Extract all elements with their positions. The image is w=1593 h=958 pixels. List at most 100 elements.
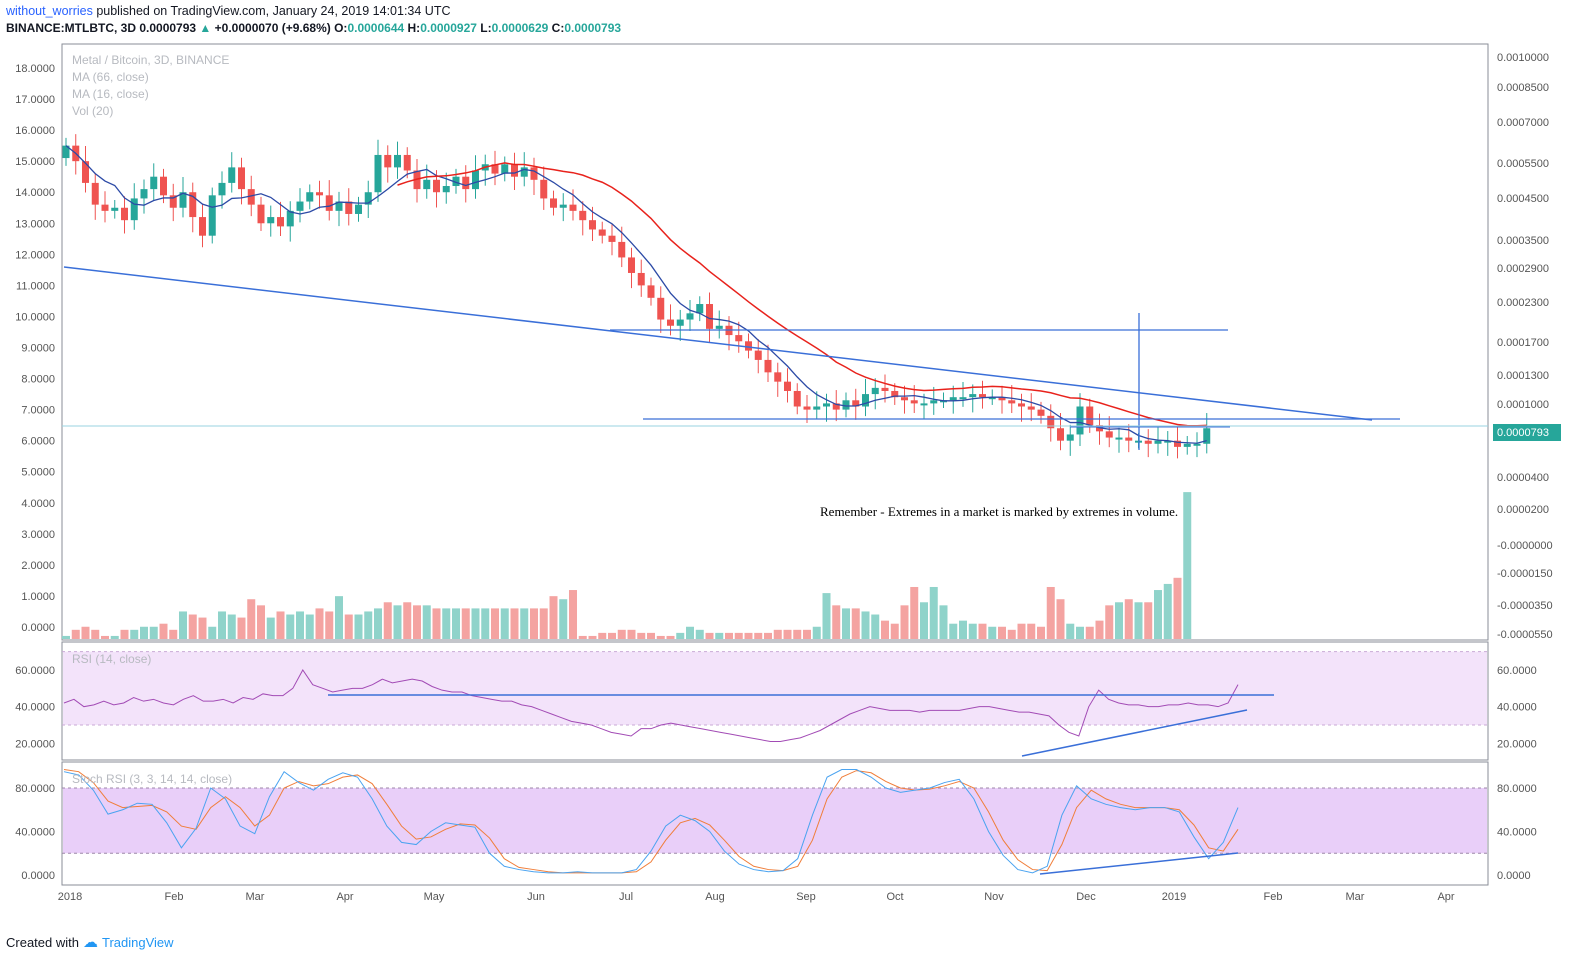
candle-body <box>277 217 284 227</box>
right-axis-tick: 0.0003500 <box>1497 235 1549 247</box>
volume-bar <box>315 608 324 639</box>
volume-bar <box>81 626 90 639</box>
candle-body <box>793 390 801 407</box>
stoch-k-line <box>63 769 1239 874</box>
candle-body <box>823 403 830 407</box>
volume-bar <box>461 608 470 639</box>
pane-frames <box>61 43 1489 886</box>
left-axis-tick: 5.0000 <box>21 467 55 479</box>
volume-bar <box>374 608 382 639</box>
candle-body <box>111 207 119 211</box>
candle-body <box>306 192 314 202</box>
volume-bar <box>422 605 431 639</box>
volume-bar <box>871 614 880 639</box>
candle-body <box>1154 440 1162 444</box>
volume-bar <box>920 602 928 639</box>
candle-body <box>735 335 743 342</box>
rsi-right-tick: 60.0000 <box>1497 665 1537 677</box>
last-price: 0.0000793 <box>139 21 197 35</box>
x-axis-tick: 2019 <box>1162 891 1186 903</box>
volume-bar <box>247 599 256 639</box>
candle-body <box>1164 440 1172 443</box>
price-pane-frame <box>61 43 1489 641</box>
candle-body <box>394 154 401 168</box>
candle-body <box>842 400 850 410</box>
right-axis-tick: 0.0000400 <box>1497 472 1549 484</box>
volume-bar <box>656 635 665 639</box>
candle-body <box>803 406 811 410</box>
candle-body <box>296 201 304 211</box>
right-axis-tick: -0.0000350 <box>1497 600 1553 612</box>
volume-bar <box>227 614 236 639</box>
candle-body <box>647 285 655 298</box>
candle-body <box>286 210 294 227</box>
candle-body <box>618 241 626 258</box>
rsi-right-tick: 40.0000 <box>1497 702 1537 714</box>
volume-bar <box>959 620 967 639</box>
stoch-left-tick: 80.0000 <box>15 783 55 795</box>
volume-bar <box>1115 602 1123 639</box>
candle-body <box>920 403 928 406</box>
tradingview-logo-icon: ☁ <box>82 934 98 951</box>
x-axis-tick: Mar <box>246 891 265 903</box>
x-axis-tick: May <box>424 891 445 903</box>
left-axis-tick: 14.0000 <box>15 187 55 199</box>
volume-bar <box>305 614 314 639</box>
volume-bar <box>832 605 841 639</box>
volume-bar <box>773 629 782 639</box>
volume-bar <box>1173 577 1182 639</box>
candle-body <box>764 359 772 373</box>
volume-bar <box>617 629 626 639</box>
descending-trendline <box>63 266 1373 421</box>
volume-bar <box>705 632 714 639</box>
volume-bar <box>432 608 441 639</box>
left-axis-tick: 12.0000 <box>15 249 55 261</box>
rsi-divergence-line <box>1021 709 1248 757</box>
volume-bar <box>1076 626 1084 639</box>
volume-bar <box>803 629 811 639</box>
candle-body <box>608 235 616 242</box>
x-axis-tick: Nov <box>984 891 1004 903</box>
volume-bar <box>500 608 509 639</box>
left-axis-tick: 7.0000 <box>21 405 55 417</box>
left-axis-tick: 1.0000 <box>21 591 55 603</box>
volume-bar <box>325 611 334 639</box>
stoch-band <box>63 788 1487 854</box>
volume-bar <box>413 605 421 639</box>
volume-bar <box>91 629 100 639</box>
candle-body <box>189 192 197 218</box>
tradingview-brand[interactable]: TradingView <box>101 934 174 950</box>
volume-bar <box>296 611 304 639</box>
stoch-right-tick: 80.0000 <box>1497 783 1537 795</box>
close-label: C: <box>551 21 565 35</box>
volume-bar <box>149 626 158 639</box>
author-link[interactable]: without_worries <box>6 4 93 18</box>
volume-bar <box>1095 620 1104 639</box>
volume-bar <box>929 586 938 639</box>
left-axis-tick: 16.0000 <box>15 125 55 137</box>
candle-body <box>1174 440 1181 447</box>
volume-bar <box>403 602 412 639</box>
rsi-right-tick: 20.0000 <box>1497 738 1537 750</box>
volume-bar <box>344 614 353 639</box>
candle-body <box>1027 406 1035 410</box>
candle-body <box>1086 406 1094 426</box>
trend-drawings[interactable] <box>62 266 1488 875</box>
rsi-line <box>63 669 1239 742</box>
left-axis-tick: 3.0000 <box>21 529 55 541</box>
candle-body <box>569 204 577 211</box>
right-axis-tick: 0.0001700 <box>1497 337 1549 349</box>
left-axis-tick: 10.0000 <box>15 311 55 323</box>
volume-bar <box>734 632 743 639</box>
x-axis-tick: Aug <box>705 891 725 903</box>
price-tag-label: 0.0000793 <box>1497 427 1549 439</box>
candle-body <box>218 182 226 196</box>
volume-annotation: Remember - Extremes in a market is marke… <box>820 504 1178 519</box>
candle-body <box>813 406 821 410</box>
volume-bar <box>578 635 587 639</box>
axes: 18.0000 17.0000 16.0000 15.0000 14.0000 13.00… <box>15 52 1552 903</box>
candle-body <box>267 217 275 224</box>
publish-info: without_worries published on TradingView… <box>6 4 451 18</box>
volume-bar <box>549 596 558 639</box>
